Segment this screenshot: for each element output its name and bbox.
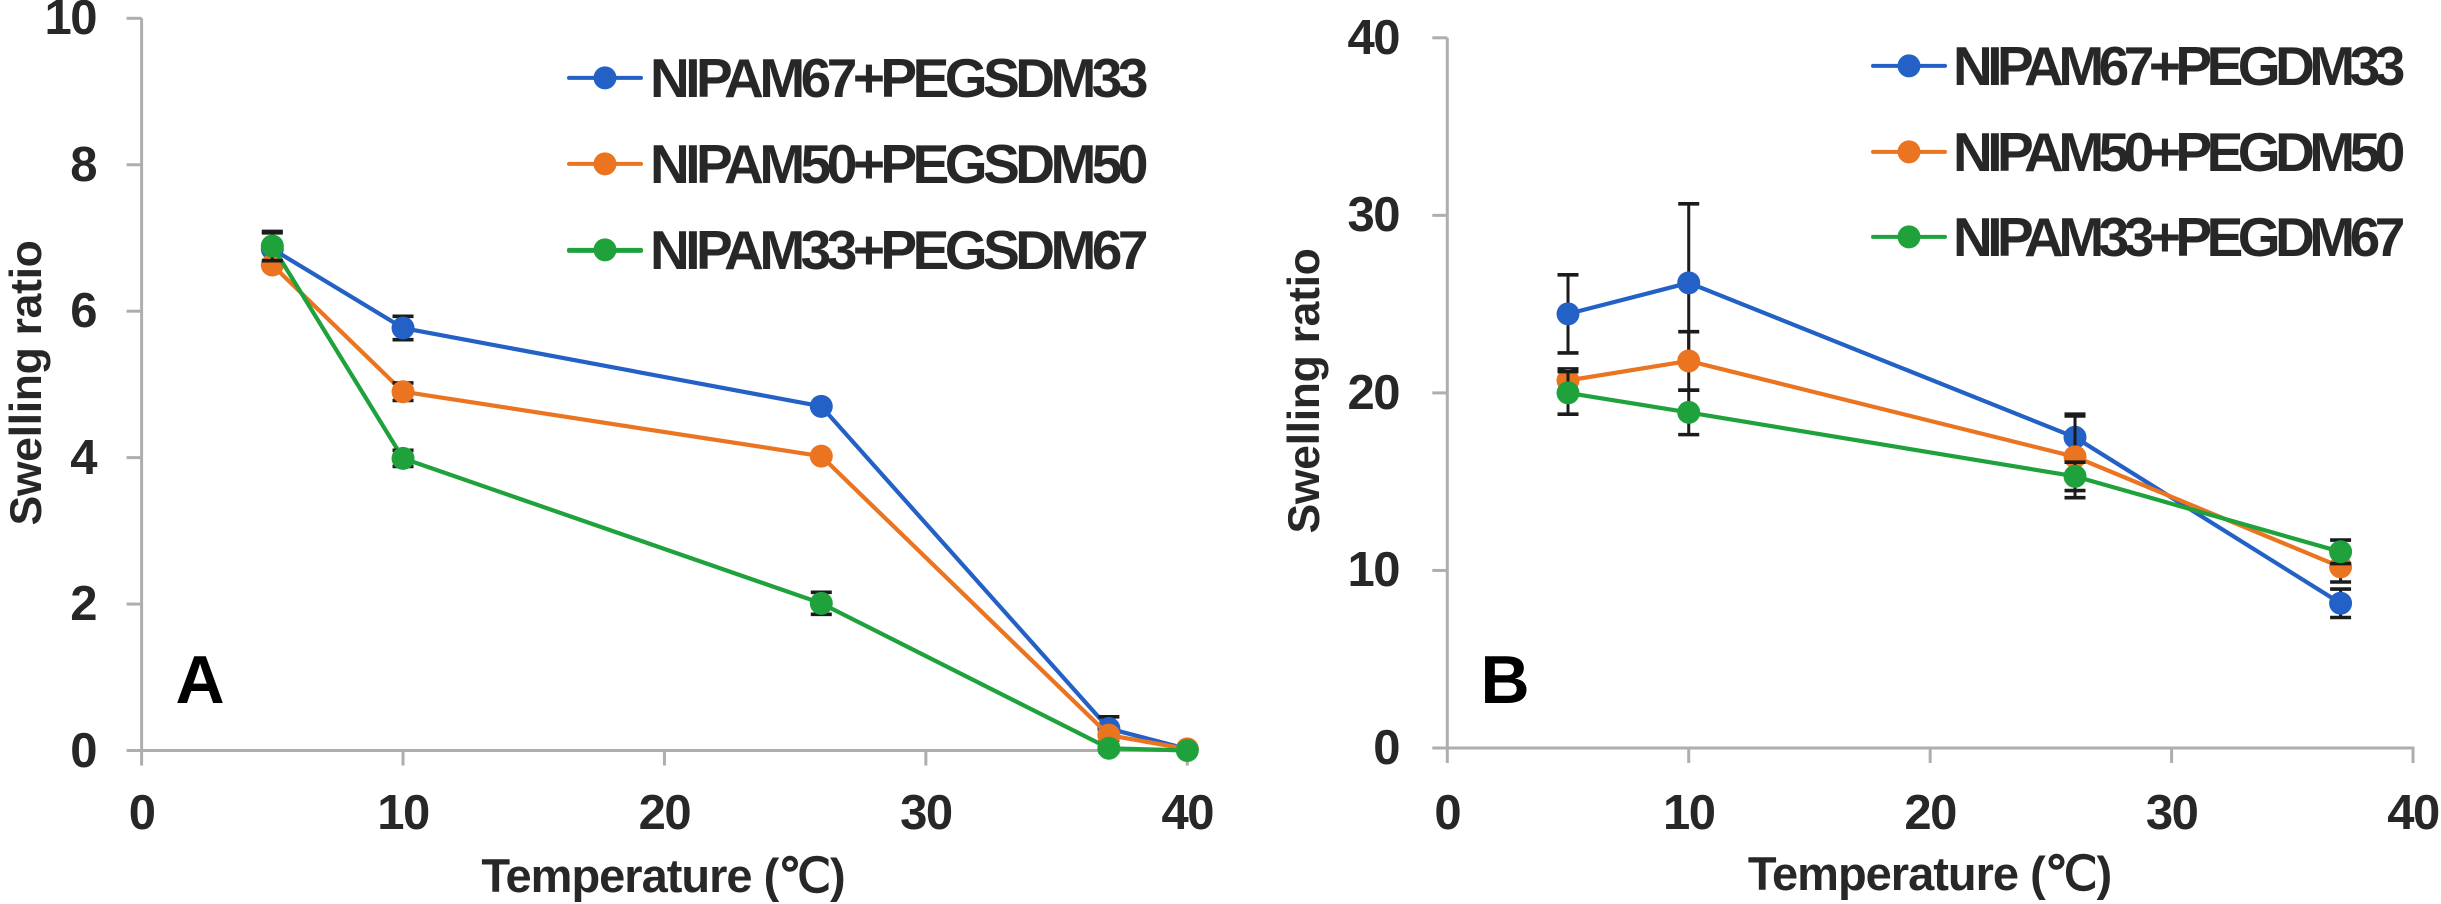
data-point-marker <box>2063 464 2087 488</box>
y-tick-label: 6 <box>70 284 97 339</box>
series-line <box>1687 280 2076 440</box>
y-tick-label: 10 <box>1347 543 1400 598</box>
panel-a-letter: A <box>175 642 225 718</box>
legend-dot-icon <box>1897 54 1921 78</box>
series-line <box>819 404 1111 730</box>
x-tick-label: 20 <box>1904 785 1957 840</box>
series-line <box>2074 454 2342 569</box>
x-tick-label: 20 <box>638 785 692 840</box>
legend-dot-icon <box>593 238 617 262</box>
x-tick-label: 10 <box>1662 785 1716 840</box>
series-line <box>2073 435 2342 606</box>
data-point-marker <box>1677 349 1701 373</box>
legend-label: NIPAM50+PEGSDM50 <box>650 133 1148 195</box>
y-tick-label: 0 <box>70 723 97 778</box>
series-line <box>1108 746 1188 753</box>
data-point-marker <box>1175 739 1199 762</box>
data-point-marker <box>809 394 833 418</box>
series-line <box>402 389 822 459</box>
panel-a-y-axis-title: Swelling ratio <box>2 240 51 526</box>
y-tick-label: 20 <box>1347 365 1400 420</box>
data-point-marker <box>391 380 415 404</box>
legend-label: NIPAM33+PEGDM67 <box>1953 206 2405 268</box>
x-tick-label: 10 <box>377 785 430 840</box>
legend-dot-icon <box>1897 225 1921 249</box>
x-tick-label: 30 <box>900 785 953 840</box>
legend-dot-icon <box>593 66 617 89</box>
legend-line-marker <box>1871 54 1947 78</box>
legend-label: NIPAM50+PEGDM50 <box>1953 120 2405 183</box>
y-tick-label: 40 <box>1347 10 1400 65</box>
y-tick-label: 8 <box>70 137 97 192</box>
legend-line-marker <box>567 238 643 262</box>
series-line <box>402 456 822 606</box>
y-tick-label: 0 <box>1373 721 1400 775</box>
x-tick-label: 40 <box>2387 785 2440 840</box>
data-point-marker <box>809 591 833 615</box>
x-tick-label: 30 <box>2145 785 2199 840</box>
series-line <box>1688 410 2076 479</box>
legend-line-marker <box>1871 225 1947 249</box>
panel-b-letter: B <box>1480 642 1530 718</box>
x-tick-label: 0 <box>128 785 156 840</box>
legend-dot-icon <box>593 152 617 176</box>
series-line <box>1688 358 2076 459</box>
data-point-marker <box>1677 271 1701 295</box>
data-point-marker <box>2329 591 2353 615</box>
series-line <box>1567 280 1690 316</box>
series-line <box>271 247 405 330</box>
panel-b-x-axis-title: Temperature (℃) <box>1747 847 2112 900</box>
series-line <box>402 325 822 409</box>
legend-label: NIPAM33+PEGSDM67 <box>650 219 1148 282</box>
series-line <box>2074 474 2342 554</box>
legend-label: NIPAM67+PEGSDM33 <box>650 46 1148 109</box>
x-tick-label: 40 <box>1161 785 1215 840</box>
data-point-marker <box>260 234 284 258</box>
y-tick-label: 10 <box>44 0 97 46</box>
data-point-marker <box>2329 540 2353 564</box>
data-point-marker <box>1556 302 1580 326</box>
series-line <box>1567 358 1690 383</box>
panel-b-y-axis-title: Swelling ratio <box>1279 248 1329 534</box>
series-line <box>820 601 1110 751</box>
series-line <box>819 454 1111 737</box>
series-line <box>1108 733 1188 752</box>
legend-label: NIPAM67+PEGDM33 <box>1953 35 2405 97</box>
data-point-marker <box>1556 381 1580 405</box>
legend-line-marker <box>567 66 643 89</box>
y-tick-label: 30 <box>1347 188 1400 243</box>
panel-a-x-axis-title: Temperature (℃) <box>481 849 845 902</box>
legend-line-marker <box>1871 140 1947 163</box>
y-tick-label: 4 <box>70 430 97 485</box>
legend-dot-icon <box>1897 140 1921 163</box>
series-line <box>270 263 405 394</box>
legend-line-marker <box>567 152 643 176</box>
data-point-marker <box>391 316 415 340</box>
y-tick-label: 2 <box>70 577 97 632</box>
series-line <box>1567 390 1690 415</box>
series-line <box>270 244 405 460</box>
data-point-marker <box>809 444 833 468</box>
data-point-marker <box>1677 400 1701 424</box>
x-tick-label: 0 <box>1434 785 1461 840</box>
data-point-marker <box>1097 736 1121 760</box>
data-point-marker <box>391 446 415 470</box>
